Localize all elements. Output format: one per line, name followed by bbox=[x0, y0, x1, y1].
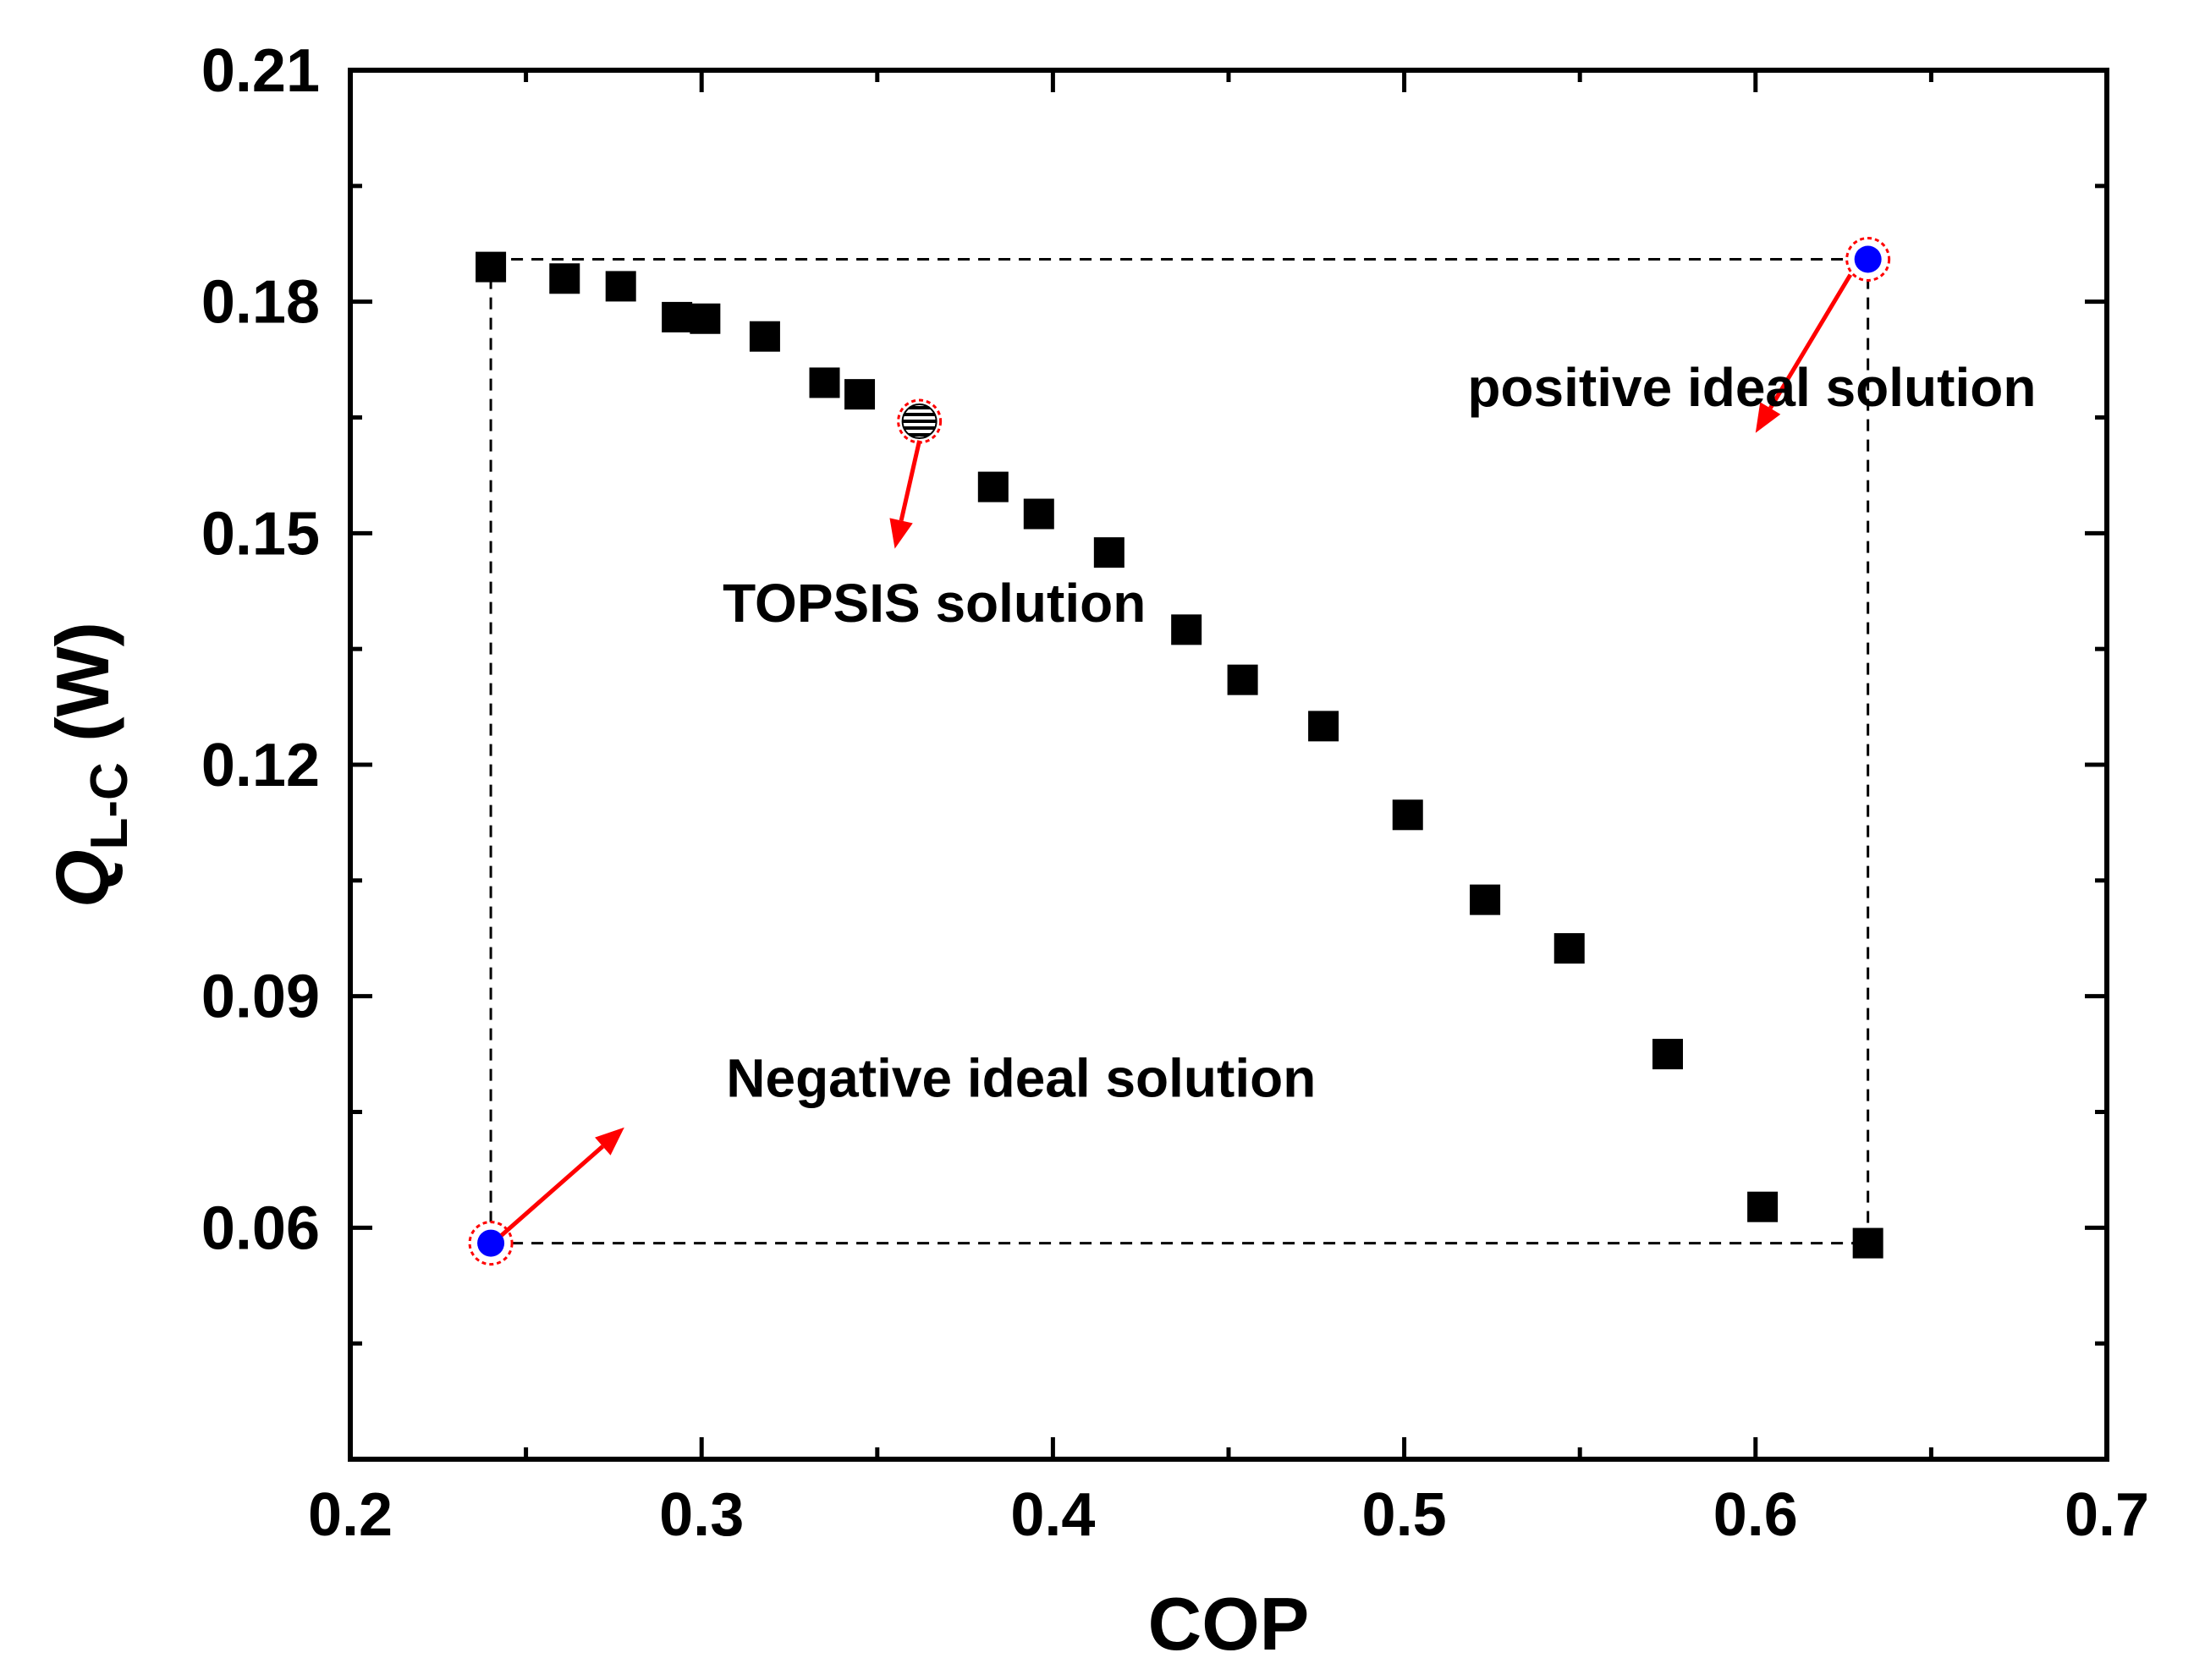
y-tick-label: 0.21 bbox=[201, 37, 320, 105]
x-axis-title: COP bbox=[1148, 1582, 1310, 1666]
data-point bbox=[1023, 498, 1054, 530]
data-point bbox=[549, 263, 580, 294]
data-point bbox=[977, 471, 1009, 502]
y-axis-title: QL-C (W) bbox=[41, 622, 139, 908]
reference-lines-layer bbox=[489, 257, 1870, 1245]
topsis-point bbox=[901, 404, 938, 440]
data-point bbox=[1392, 799, 1423, 831]
data-point bbox=[690, 303, 721, 334]
annotation-arrow-head bbox=[1755, 402, 1781, 433]
y-tick-label: 0.15 bbox=[201, 500, 320, 568]
annotation-arrow-head bbox=[889, 518, 913, 549]
data-point bbox=[1652, 1039, 1683, 1070]
annotation-arrow-head bbox=[595, 1127, 624, 1156]
y-tick-label: 0.12 bbox=[201, 732, 320, 799]
x-tick-label: 0.7 bbox=[2065, 1481, 2149, 1549]
ideal-point bbox=[477, 1229, 505, 1257]
annotation-label: Negative ideal solution bbox=[726, 1047, 1316, 1108]
y-axis-title-unit: (W) bbox=[41, 622, 124, 762]
data-point bbox=[1747, 1191, 1779, 1222]
data-point bbox=[1171, 614, 1202, 645]
data-point bbox=[605, 271, 636, 302]
ideal-point bbox=[1854, 245, 1882, 273]
data-point bbox=[1093, 537, 1124, 568]
x-tick-label: 0.2 bbox=[308, 1481, 393, 1549]
text-layer: COP QL-C (W) 0.2 0.3 0.4 0.5 0.6 0.7 0.06 0.09 0… bbox=[41, 37, 2149, 1666]
x-tick-label: 0.3 bbox=[659, 1481, 744, 1549]
data-point bbox=[476, 251, 507, 283]
data-point bbox=[1470, 884, 1501, 915]
x-tick-label: 0.5 bbox=[1362, 1481, 1447, 1549]
y-tick-label: 0.18 bbox=[201, 269, 320, 337]
y-axis-title-main: Q bbox=[41, 849, 124, 907]
data-point bbox=[844, 379, 876, 410]
x-tick-label: 0.6 bbox=[1713, 1481, 1798, 1549]
data-point bbox=[809, 367, 840, 398]
data-point bbox=[1553, 933, 1585, 964]
annotation-label: TOPSIS solution bbox=[723, 573, 1146, 634]
annotation-arrow-shaft bbox=[899, 440, 922, 521]
data-point bbox=[1308, 711, 1339, 742]
markers-layer bbox=[476, 251, 1883, 1259]
arrows-layer bbox=[499, 273, 1853, 1238]
annotation-arrow-shaft bbox=[1768, 273, 1853, 409]
data-point bbox=[1852, 1227, 1883, 1259]
x-tick-label: 0.4 bbox=[1010, 1481, 1095, 1549]
ticks-layer bbox=[348, 68, 2109, 1459]
y-tick-label: 0.09 bbox=[201, 964, 320, 1031]
annotation-arrow-shaft bbox=[499, 1145, 604, 1238]
y-tick-label: 0.06 bbox=[201, 1194, 320, 1262]
data-point bbox=[1227, 664, 1258, 695]
data-point bbox=[662, 301, 693, 332]
y-axis-title-sub: L-C bbox=[80, 762, 139, 849]
annotation-label: positive ideal solution bbox=[1467, 357, 2036, 418]
data-point bbox=[749, 321, 780, 352]
